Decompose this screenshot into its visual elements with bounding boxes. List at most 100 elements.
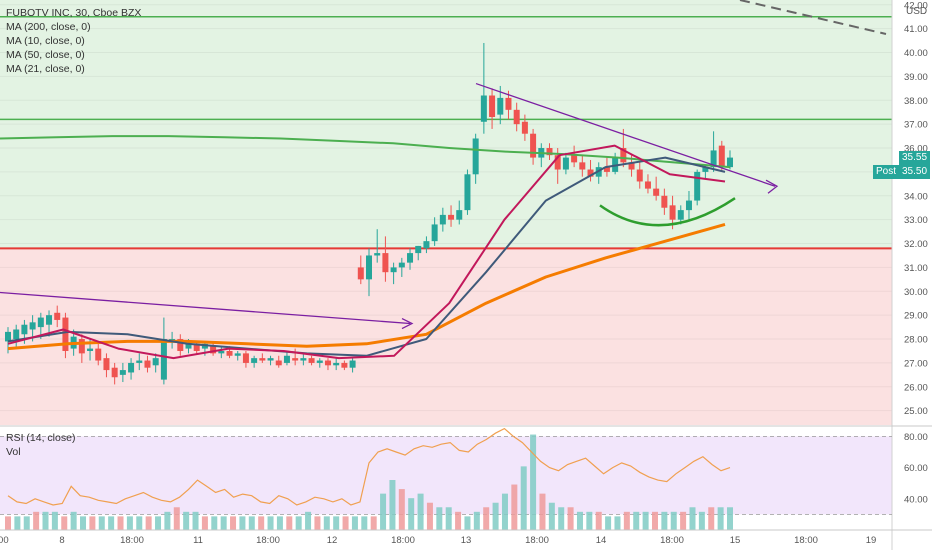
- candle-body: [234, 353, 241, 356]
- rsi-tick-label: 40.00: [904, 494, 928, 505]
- volume-bar: [370, 516, 377, 530]
- candle-body: [620, 148, 627, 163]
- volume-bar: [230, 516, 237, 530]
- candle-body: [661, 195, 668, 208]
- trendline-upper: [475, 82, 776, 187]
- volume-bar: [276, 516, 283, 530]
- volume-bar: [314, 516, 321, 530]
- y-tick-label: 26.00: [904, 382, 928, 393]
- ma-line-3: [7, 144, 726, 360]
- candle-body: [579, 162, 586, 170]
- volume-bar: [417, 493, 424, 530]
- volume-bar: [473, 511, 480, 530]
- y-tick-label: 31.00: [904, 263, 928, 274]
- x-tick-label: 15: [730, 535, 741, 546]
- volume-bar: [155, 516, 162, 530]
- volume-bar: [539, 493, 546, 530]
- volume-bar: [576, 511, 583, 530]
- candle-body: [46, 315, 53, 325]
- volume-bar: [192, 511, 199, 530]
- volume-bar: [342, 516, 349, 530]
- y-tick-label: 38.00: [904, 96, 928, 107]
- candle-body: [193, 343, 200, 351]
- y-tick-label: 42.00: [904, 0, 928, 11]
- x-tick-label: 11: [193, 535, 203, 546]
- candle-body: [456, 210, 463, 220]
- candle-body: [464, 174, 471, 211]
- candle-body: [29, 322, 36, 330]
- candle-body: [144, 360, 151, 368]
- volume-bar: [698, 511, 705, 530]
- volume-bar: [14, 516, 21, 530]
- candle-body: [292, 358, 299, 361]
- candle-body: [415, 245, 422, 254]
- y-tick-label: 39.00: [904, 72, 928, 83]
- x-tick-label: 13: [461, 535, 472, 546]
- volume-bar: [267, 516, 274, 530]
- volume-bar: [89, 516, 96, 530]
- volume-bar: [651, 511, 658, 530]
- candle-body: [374, 253, 381, 256]
- volume-bar: [464, 516, 471, 530]
- y-tick-label: 36.00: [904, 144, 928, 155]
- volume-bar: [436, 507, 443, 530]
- volume-bar: [661, 511, 668, 530]
- trendline-lower-arrow: [401, 317, 414, 330]
- volume-bar: [248, 516, 255, 530]
- candle-body: [407, 253, 414, 263]
- volume-bar: [530, 434, 537, 530]
- volume-bar: [361, 516, 368, 530]
- x-tick-label: 18:00: [391, 535, 415, 546]
- volume-bar: [323, 516, 330, 530]
- vol-legend-label: Vol: [6, 446, 21, 458]
- trendline-upper-arrow: [765, 179, 779, 194]
- candle-body: [366, 255, 372, 280]
- candle-body: [111, 367, 118, 378]
- volume-bar: [295, 516, 302, 530]
- volume-bar: [501, 493, 508, 530]
- candle-body: [497, 97, 504, 115]
- candle-body: [702, 167, 709, 172]
- volume-bar: [548, 502, 555, 530]
- candle-body: [349, 360, 356, 368]
- candle-body: [694, 171, 701, 201]
- rsi-line: [7, 427, 731, 506]
- candle-body: [357, 267, 364, 280]
- volume-bar: [211, 516, 218, 530]
- y-tick-label: 32.00: [904, 239, 928, 250]
- x-tick-label: 19: [866, 535, 877, 546]
- volume-bar: [389, 480, 396, 530]
- volume-bar: [455, 511, 462, 530]
- volume-bar: [164, 511, 171, 530]
- candle-body: [218, 350, 225, 354]
- y-tick-label: 27.00: [904, 358, 928, 369]
- candle-body: [390, 267, 397, 273]
- volume-bar: [727, 507, 733, 530]
- candle-body: [275, 360, 282, 366]
- candle-body: [472, 138, 479, 175]
- volume-bar: [642, 511, 649, 530]
- candle-body: [103, 358, 110, 371]
- volume-bar: [5, 516, 11, 530]
- volume-bar: [680, 511, 687, 530]
- candle-body: [251, 358, 258, 363]
- volume-bar: [108, 516, 115, 530]
- candle-body: [644, 181, 651, 189]
- volume-bar: [670, 511, 677, 530]
- candle-body: [242, 353, 249, 363]
- candle-body: [685, 200, 692, 211]
- dashed-trendline: [739, 0, 887, 35]
- candle-body: [554, 155, 561, 170]
- volume-bar: [80, 516, 87, 530]
- post-price-badge: 35.50: [899, 165, 931, 179]
- volume-bar: [445, 507, 452, 530]
- x-tick-label: 18:00: [256, 535, 280, 546]
- chart-legend: FUBOTV INC, 30, Cboe BZX MA (200, close,…: [6, 6, 141, 76]
- volume-bar: [398, 489, 405, 530]
- volume-bar: [351, 516, 358, 530]
- rsi-tick-label: 60.00: [904, 463, 928, 474]
- volume-bar: [173, 507, 180, 530]
- x-tick-label: 12: [327, 535, 338, 546]
- y-tick-label: 30.00: [904, 287, 928, 298]
